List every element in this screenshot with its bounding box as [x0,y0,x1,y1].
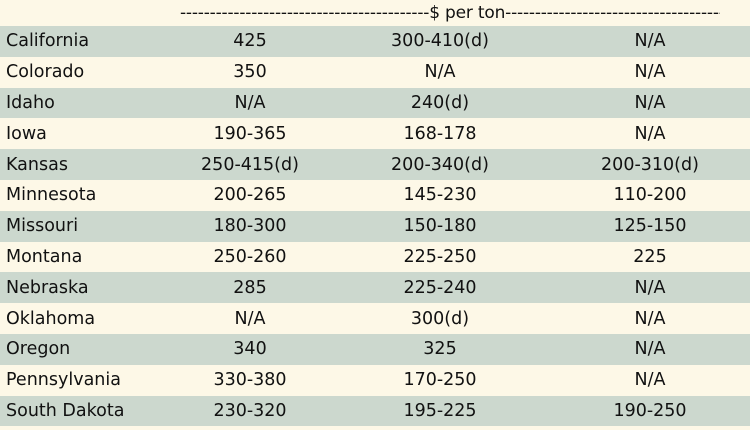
table-row: Oregon 340 325 N/A [0,333,750,365]
state-name: Iowa [6,123,47,144]
table-row: Iowa 190-365 168-178 N/A [0,118,750,150]
price-cell: 340 [233,339,267,360]
price-cell: 150-180 [403,216,477,237]
state-name: Oregon [6,339,71,360]
table-row: Montana 250-260 225-250 225 [0,241,750,273]
unit-header: ----------------------------------------… [180,3,720,23]
price-cell: N/A [634,62,666,83]
price-cell: N/A [634,277,666,298]
price-cell: 200-265 [213,185,287,206]
price-cell: N/A [634,123,666,144]
table-row: Colorado 350 N/A N/A [0,56,750,88]
price-cell: 285 [233,277,267,298]
state-name: Colorado [6,62,85,83]
table-row: Minnesota 200-265 145-230 110-200 [0,179,750,211]
price-cell: 225-240 [403,277,477,298]
price-cell: 230-320 [213,400,287,421]
table-row: Nebraska 285 225-240 N/A [0,272,750,304]
price-cell: 200-340(d) [391,154,489,175]
state-name: Kansas [6,154,68,175]
table-row: Idaho N/A 240(d) N/A [0,87,750,119]
price-cell: 325 [423,339,457,360]
price-cell: 180-300 [213,216,287,237]
price-cell: 195-225 [403,400,477,421]
table-row: Pennsylvania 330-380 170-250 N/A [0,364,750,396]
price-cell: N/A [424,62,456,83]
table-row: South Dakota 230-320 195-225 190-250 [0,395,750,427]
state-name: Nebraska [6,277,89,298]
price-cell: 110-200 [613,185,687,206]
price-cell: 225 [633,246,667,267]
state-name: Minnesota [6,185,97,206]
price-cell: N/A [634,308,666,329]
price-cell: 250-260 [213,246,287,267]
price-cell: N/A [234,92,266,113]
state-name: Pennsylvania [6,370,121,391]
state-name: Idaho [6,92,55,113]
price-cell: N/A [634,31,666,52]
price-cell: 125-150 [613,216,687,237]
price-cell: N/A [634,92,666,113]
price-cell: 145-230 [403,185,477,206]
state-name: Montana [6,246,83,267]
price-cell: 190-250 [613,400,687,421]
price-cell: N/A [234,308,266,329]
price-cell: 330-380 [213,370,287,391]
table-body: California 425 300-410(d) N/A Colorado 3… [0,26,750,427]
price-cell: 170-250 [403,370,477,391]
table-row: Oklahoma N/A 300(d) N/A [0,303,750,334]
price-cell: 190-365 [213,123,287,144]
table-row: California 425 300-410(d) N/A [0,26,750,57]
price-cell: 350 [233,62,267,83]
price-cell: 168-178 [403,123,477,144]
table-row: Kansas 250-415(d) 200-340(d) 200-310(d) [0,149,750,180]
table-row: Missouri 180-300 150-180 125-150 [0,210,750,242]
price-cell: 240(d) [410,92,470,113]
price-cell: 300(d) [410,308,470,329]
state-name: South Dakota [6,400,125,421]
state-name: California [6,31,90,52]
price-cell: 225-250 [403,246,477,267]
price-cell: 300-410(d) [391,31,489,52]
price-cell: 200-310(d) [601,154,699,175]
state-name: Oklahoma [6,308,96,329]
price-cell: N/A [634,370,666,391]
price-cell: N/A [634,339,666,360]
price-cell: 250-415(d) [201,154,299,175]
state-name: Missouri [6,216,79,237]
price-cell: 425 [233,31,267,52]
